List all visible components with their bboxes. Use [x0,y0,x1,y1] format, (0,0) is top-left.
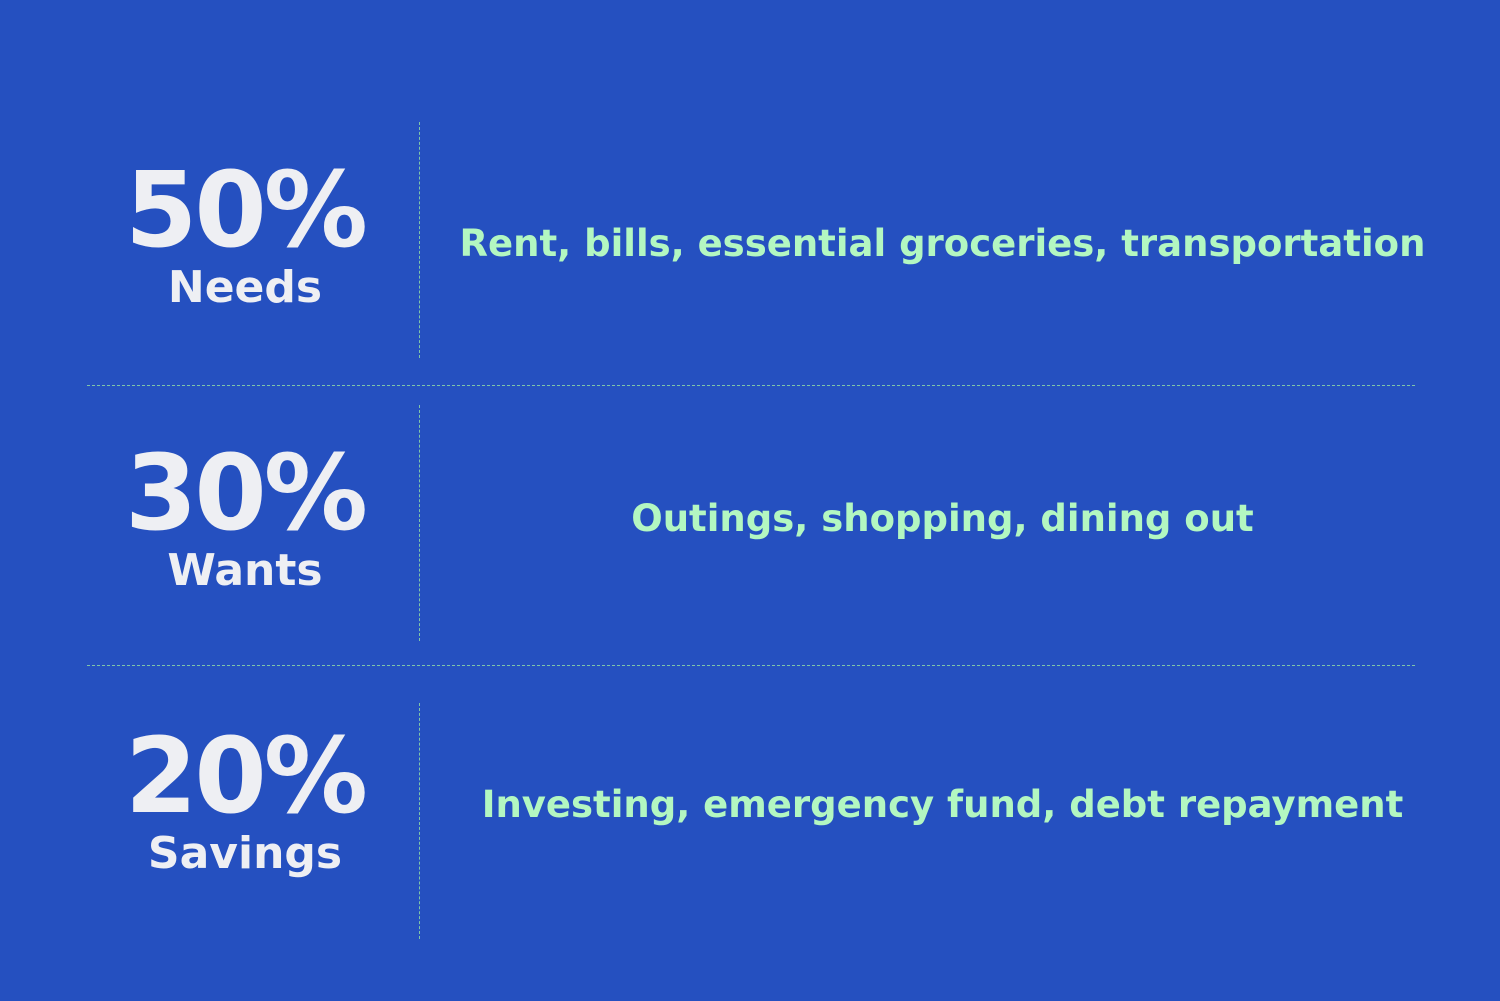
horizontal-divider [87,385,1415,386]
savings-label: Savings [147,828,343,879]
savings-percent: 20% [125,715,368,837]
wants-percent: 30% [125,432,368,554]
vertical-divider [419,405,420,641]
savings-block: 20% Savings [95,724,395,880]
savings-description: Investing, emergency fund, debt repaymen… [481,783,1404,826]
wants-label: Wants [167,545,323,596]
wants-block: 30% Wants [95,441,395,597]
needs-label: Needs [167,262,323,313]
needs-description: Rent, bills, essential groceries, transp… [459,222,1426,265]
vertical-divider [419,703,420,939]
needs-percent: 50% [125,149,368,271]
needs-block: 50% Needs [95,158,395,314]
horizontal-divider [87,665,1415,666]
wants-description: Outings, shopping, dining out [631,497,1254,540]
vertical-divider [419,122,420,358]
